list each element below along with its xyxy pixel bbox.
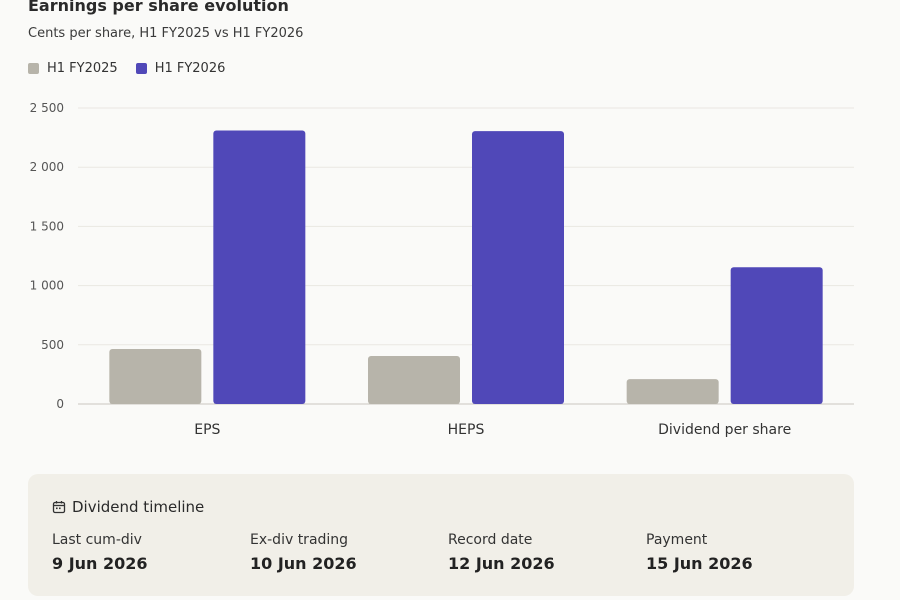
- x-tick-label: EPS: [194, 422, 220, 438]
- bar-chart: 0 500 1 000 1 500 2 000 2 500 EPS HEPS Dividend …: [30, 101, 854, 438]
- bar-h1-fy2026: [730, 267, 823, 404]
- bar-h1-fy2025: [368, 356, 460, 404]
- x-tick-label: HEPS: [448, 422, 485, 438]
- chart-title: Earnings per share evolution: [28, 0, 289, 15]
- calendar-icon: [52, 501, 66, 514]
- timeline-date: 12 Jun 2026: [448, 554, 555, 573]
- timeline-label: Payment: [646, 532, 708, 548]
- timeline-date: 10 Jun 2026: [250, 554, 357, 573]
- dividend-timeline-title: Dividend timeline: [72, 498, 205, 516]
- legend-swatch-h1-fy2025: [28, 63, 39, 74]
- y-tick-label: 1 000: [30, 279, 64, 293]
- timeline-item-payment: Payment 15 Jun 2026: [646, 532, 753, 573]
- legend-item-h1-fy2026[interactable]: H1 FY2026: [135, 61, 226, 76]
- bar-h1-fy2025: [109, 348, 202, 404]
- timeline-item-last-cum-div: Last cum-div 9 Jun 2026: [52, 532, 148, 573]
- x-tick-label: Dividend per share: [658, 422, 791, 438]
- timeline-date: 9 Jun 2026: [52, 554, 148, 573]
- chart-legend: H1 FY2025 H1 FY2026: [28, 61, 225, 76]
- timeline-label: Last cum-div: [52, 532, 142, 548]
- timeline-label: Ex-div trading: [250, 532, 349, 548]
- dividend-timeline-heading: Dividend timeline: [52, 498, 204, 516]
- legend-item-h1-fy2025[interactable]: H1 FY2025: [28, 61, 118, 76]
- bar-h1-fy2026: [472, 131, 564, 404]
- legend-label-h1-fy2026: H1 FY2026: [154, 61, 226, 76]
- y-tick-label: 1 500: [30, 219, 64, 233]
- y-tick-label: 500: [41, 338, 64, 352]
- y-tick-label: 0: [56, 397, 64, 411]
- bar-h1-fy2025: [626, 379, 719, 404]
- y-tick-label: 2 000: [30, 160, 64, 174]
- bar-h1-fy2026: [213, 130, 306, 404]
- legend-swatch-h1-fy2026: [135, 63, 147, 74]
- timeline-item-record-date: Record date 12 Jun 2026: [448, 532, 555, 573]
- timeline-date: 15 Jun 2026: [646, 554, 753, 573]
- y-tick-label: 2 500: [30, 101, 64, 115]
- chart-subtitle: Cents per share, H1 FY2025 vs H1 FY2026: [28, 26, 304, 41]
- timeline-item-ex-div-trading: Ex-div trading 10 Jun 2026: [250, 532, 357, 573]
- dividend-timeline-card: Dividend timeline Last cum-div 9 Jun 202…: [28, 474, 854, 596]
- legend-label-h1-fy2025: H1 FY2025: [47, 61, 118, 76]
- timeline-label: Record date: [448, 532, 533, 548]
